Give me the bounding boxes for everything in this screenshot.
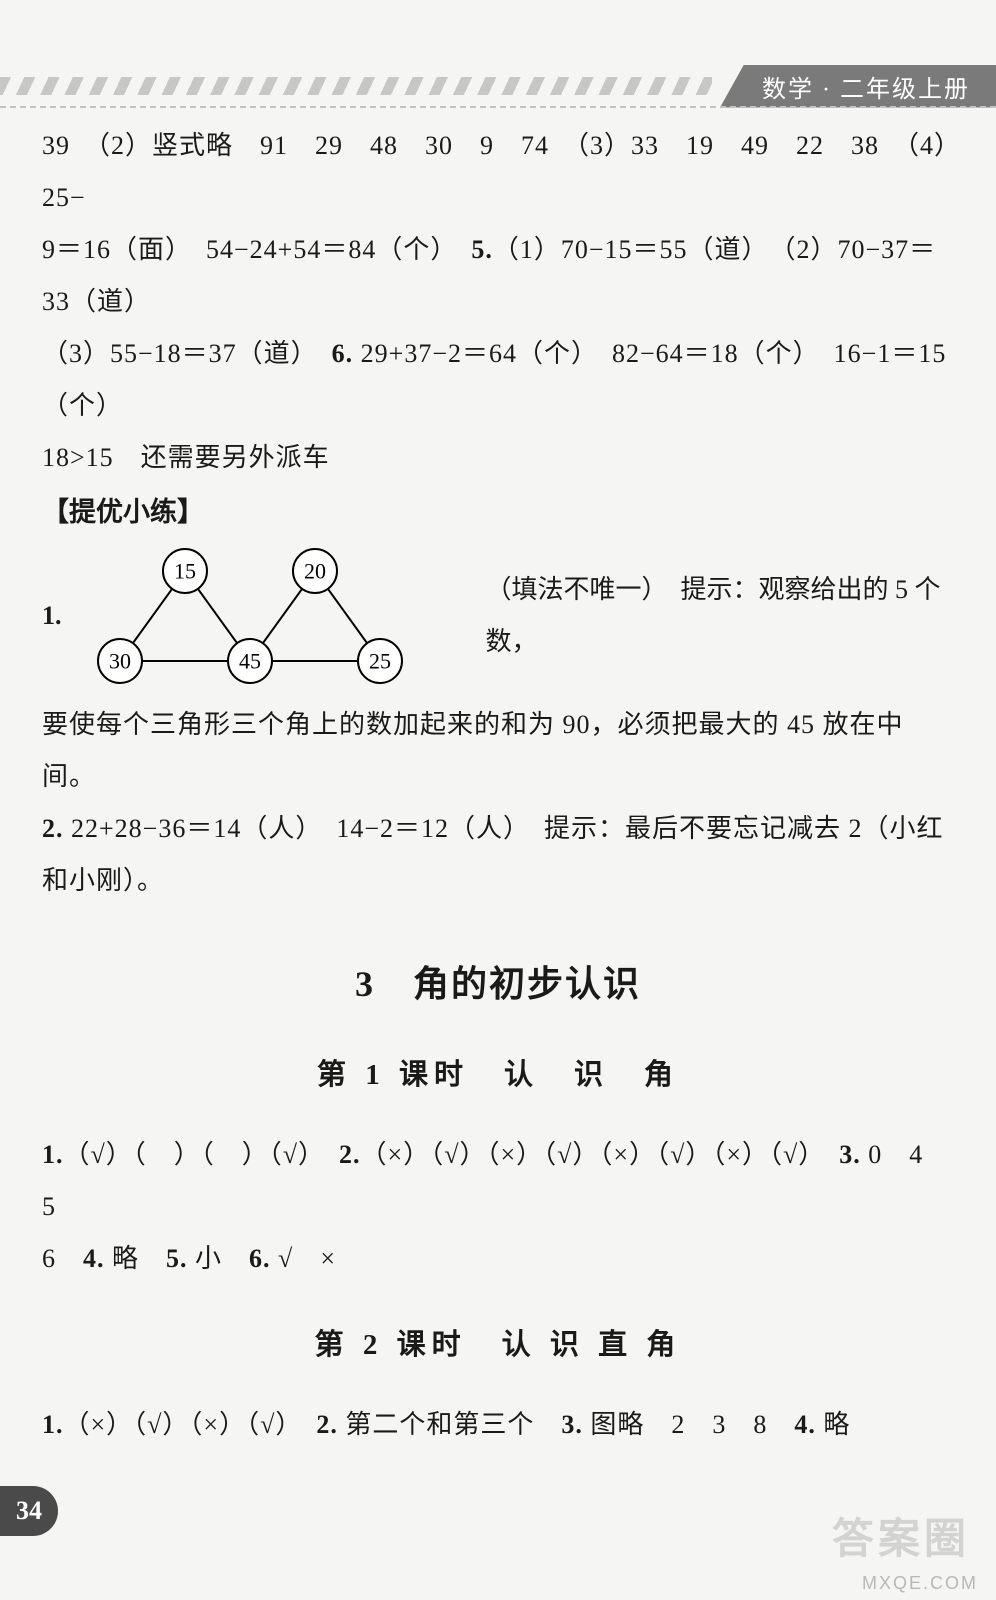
q-number: 3. bbox=[839, 1140, 861, 1169]
text: （×）（√）（×）（√） bbox=[64, 1410, 317, 1439]
text-line: 6 4. 略 5. 小 6. √ × bbox=[42, 1233, 954, 1285]
svg-text:25: 25 bbox=[369, 649, 391, 674]
text: （3）55−18＝37（道） bbox=[42, 339, 332, 368]
text: 6 bbox=[42, 1244, 83, 1273]
header-hatching bbox=[0, 77, 712, 95]
header-tab: 数学 · 二年级上册 bbox=[720, 65, 996, 108]
svg-text:15: 15 bbox=[174, 559, 196, 584]
watermark-url: MXQE.COM bbox=[862, 1573, 978, 1594]
text-line: 39 （2）竖式略 91 29 48 30 9 74 （3）33 19 49 2… bbox=[42, 120, 954, 224]
diagram-note: （填法不唯一） 提示：观察给出的 5 个数， bbox=[486, 564, 955, 668]
header-dash-line bbox=[0, 106, 996, 108]
q-number: 2. bbox=[316, 1410, 338, 1439]
chapter-title: 3 角的初步认识 bbox=[42, 955, 954, 1007]
lesson-title: 第 2 课时 认 识 直 角 bbox=[42, 1321, 954, 1363]
text-line: 9＝16（面） 54−24+54＝84（个） 5.（1）70−15＝55（道） … bbox=[42, 224, 954, 328]
text: √ × bbox=[271, 1244, 336, 1273]
text: 9＝16（面） 54−24+54＝84（个） bbox=[42, 235, 471, 264]
q-number: 2. bbox=[339, 1140, 361, 1169]
q-number: 5. bbox=[471, 235, 493, 264]
header-stripe: 数学 · 二年级上册 bbox=[0, 68, 996, 104]
triangle-diagram: 15 20 30 45 25 bbox=[70, 541, 410, 691]
text: 第二个和第三个 bbox=[338, 1410, 562, 1439]
q-number: 1. bbox=[42, 1410, 64, 1439]
text-line: 1.（√）（ ）（ ）（√） 2.（×）（√）（×）（√）（×）（√）（×）（√… bbox=[42, 1129, 954, 1233]
text: （√）（ ）（ ）（√） bbox=[64, 1140, 340, 1169]
lesson-title: 第 1 课时 认 识 角 bbox=[42, 1051, 954, 1093]
page-number-badge: 34 bbox=[0, 1486, 58, 1536]
diagram-row: 1. 15 20 30 45 25 （填法不唯一） 提示：观察给出的 5 个数， bbox=[42, 541, 954, 691]
text: 图略 2 3 8 bbox=[583, 1410, 795, 1439]
text-line: 要使每个三角形三个角上的数加起来的和为 90，必须把最大的 45 放在中间。 bbox=[42, 699, 954, 803]
text-line: （3）55−18＝37（道） 6. 29+37−2＝64（个） 82−64＝18… bbox=[42, 328, 954, 432]
q-number: 6. bbox=[249, 1244, 271, 1273]
svg-text:45: 45 bbox=[239, 649, 261, 674]
text-line: 18>15 还需要另外派车 bbox=[42, 432, 954, 484]
q-number: 1. bbox=[42, 1140, 64, 1169]
q-number: 1. bbox=[42, 601, 62, 631]
q-number: 4. bbox=[83, 1244, 105, 1273]
q-number: 5. bbox=[166, 1244, 188, 1273]
text-line: 和小刚）。 bbox=[42, 855, 954, 907]
text: 略 bbox=[816, 1410, 851, 1439]
q-number: 2. bbox=[42, 814, 64, 843]
text: 略 bbox=[105, 1244, 167, 1273]
section-label: 【提优小练】 bbox=[42, 490, 954, 529]
q-number: 6. bbox=[332, 339, 354, 368]
text: 22+28−36＝14（人） 14−2＝12（人） 提示：最后不要忘记减去 2（… bbox=[64, 814, 944, 843]
text-line: 1.（×）（√）（×）（√） 2. 第二个和第三个 3. 图略 2 3 8 4.… bbox=[42, 1399, 954, 1451]
q-number: 4. bbox=[794, 1410, 816, 1439]
q-number: 3. bbox=[561, 1410, 583, 1439]
text: 小 bbox=[188, 1244, 250, 1273]
svg-text:20: 20 bbox=[304, 559, 326, 584]
page-content: 39 （2）竖式略 91 29 48 30 9 74 （3）33 19 49 2… bbox=[42, 120, 954, 1451]
text: （×）（√）（×）（√）（×）（√）（×）（√） bbox=[361, 1140, 840, 1169]
svg-text:30: 30 bbox=[109, 649, 131, 674]
text-line: 2. 22+28−36＝14（人） 14−2＝12（人） 提示：最后不要忘记减去… bbox=[42, 803, 954, 855]
watermark-logo: 答案圈 bbox=[832, 1505, 970, 1566]
